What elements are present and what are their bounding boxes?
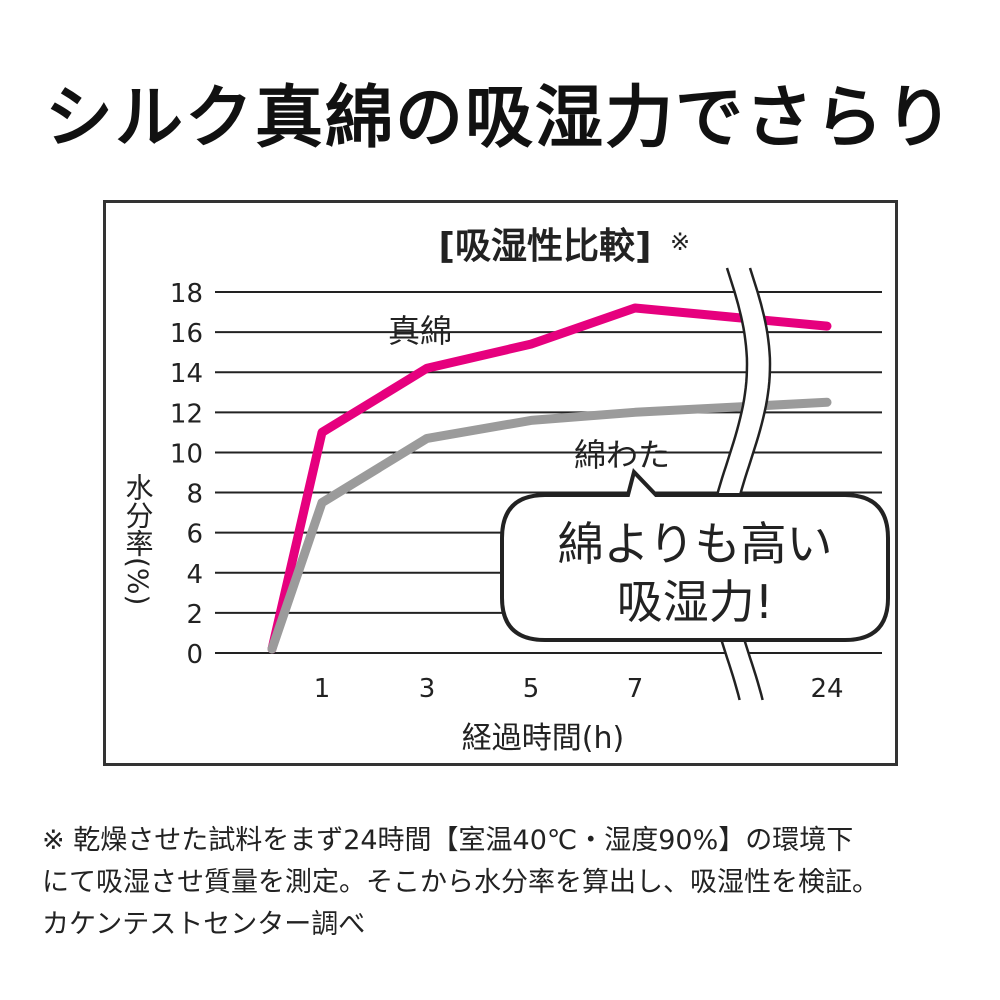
chart-title: [吸湿性比較] xyxy=(439,226,652,267)
x-tick-label: 24 xyxy=(810,674,843,704)
y-tick-label: 18 xyxy=(170,279,203,309)
footnote: ※ 乾燥させた試料をまず24時間【室温40℃・湿度90%】の環境下 にて吸湿させ… xyxy=(42,820,972,946)
footnote-line-2: にて吸湿させ質量を測定。そこから水分率を算出し、吸湿性を検証。 xyxy=(42,867,879,898)
y-tick-label: 14 xyxy=(170,359,203,389)
series-line-mawata xyxy=(267,303,832,654)
footnote-line-1: ※ 乾燥させた試料をまず24時間【室温40℃・湿度90%】の環境下 xyxy=(42,825,854,856)
y-tick-label: 0 xyxy=(186,640,203,670)
series-label-wata: 綿わた xyxy=(574,436,670,474)
y-tick-label: 4 xyxy=(186,560,203,590)
x-tick-label: 7 xyxy=(627,674,644,704)
y-tick-label: 2 xyxy=(186,600,203,630)
y-axis-label: 水分率(%) xyxy=(122,473,155,606)
series-line-wata xyxy=(267,397,832,654)
y-tick-label: 8 xyxy=(186,480,203,510)
y-tick-label: 10 xyxy=(170,439,203,469)
series-label-mawata: 真綿 xyxy=(388,312,452,350)
chart-title-mark: ※ xyxy=(670,228,690,256)
chart-frame xyxy=(103,200,898,766)
callout-bubble xyxy=(500,468,890,642)
y-tick-label: 12 xyxy=(170,399,203,429)
callout-line-2: 吸湿力! xyxy=(617,575,773,629)
headline: シルク真綿の吸湿力でさらり xyxy=(44,79,955,158)
x-tick-label: 5 xyxy=(523,674,540,704)
x-tick-label: 3 xyxy=(419,674,436,704)
footnote-line-3: カケンテストセンター調べ xyxy=(42,909,366,940)
y-tick-label: 6 xyxy=(186,520,203,550)
x-axis-label: 経過時間(h) xyxy=(462,721,624,756)
callout-line-1: 綿よりも高い xyxy=(557,517,832,571)
x-tick-label: 1 xyxy=(314,674,331,704)
y-tick-label: 16 xyxy=(170,319,203,349)
